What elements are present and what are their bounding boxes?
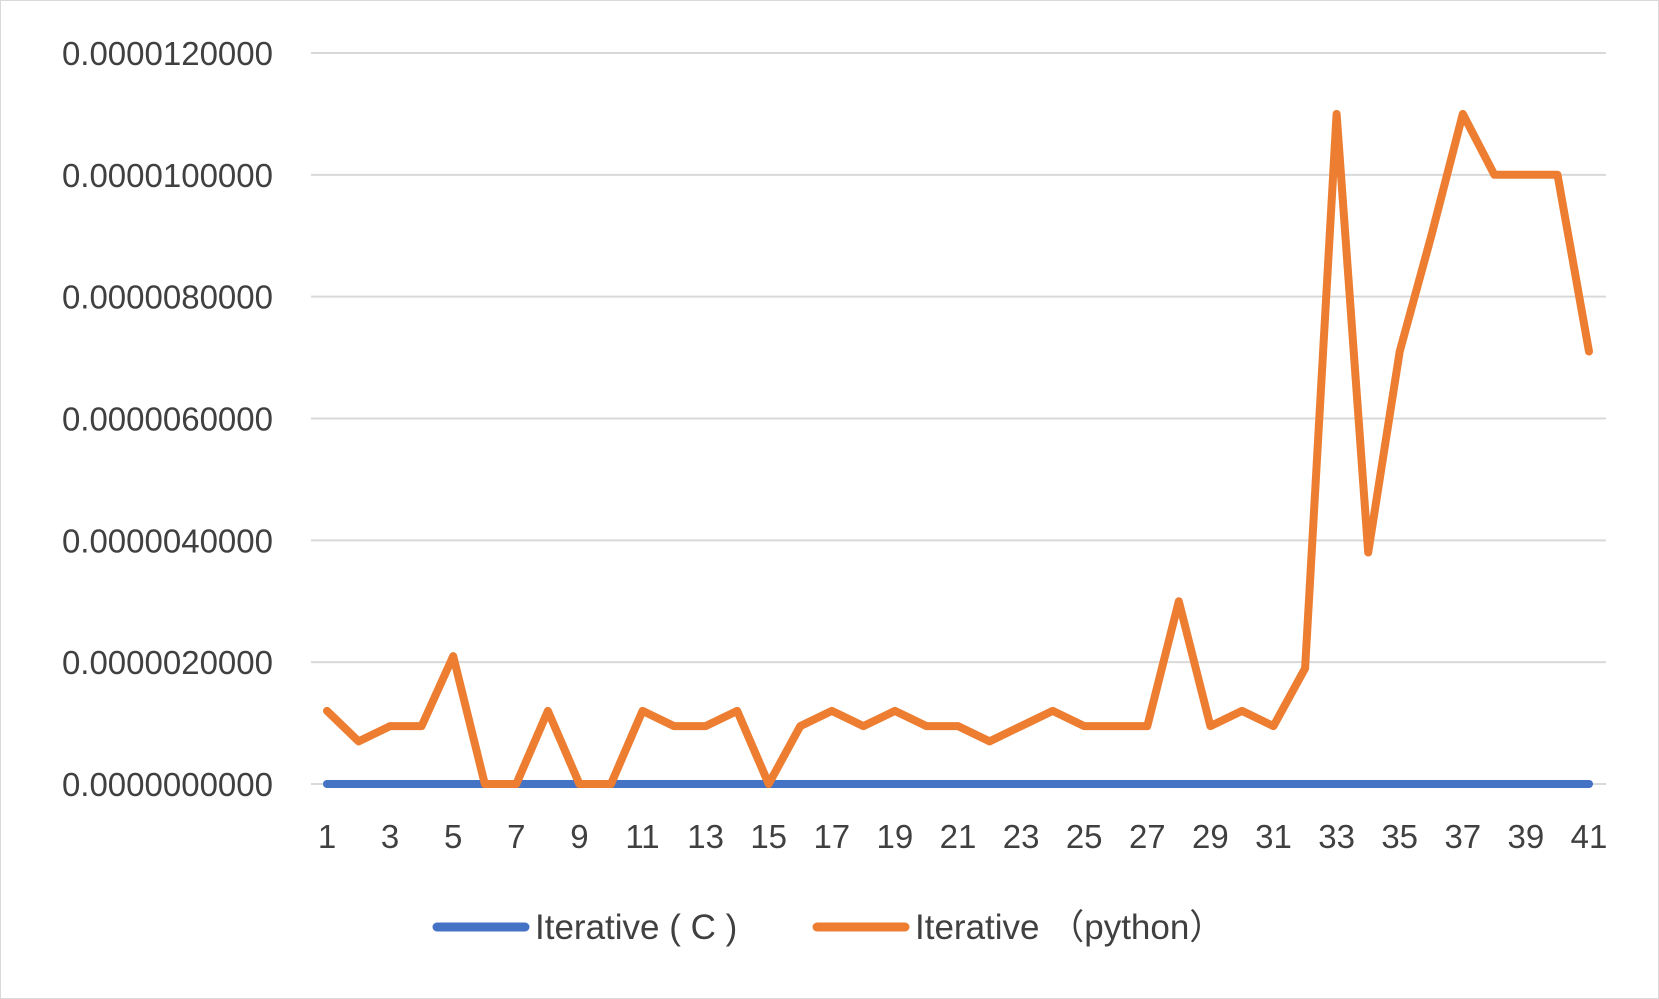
series-line-2 (323, 109, 1593, 788)
y-tick-label: 0.0000060000 (62, 401, 273, 438)
x-tick-label: 23 (1003, 818, 1040, 855)
y-tick-label: 0.0000020000 (62, 644, 273, 681)
x-tick-label: 29 (1192, 818, 1229, 855)
series-lines (323, 109, 1593, 788)
x-tick-label: 9 (570, 818, 588, 855)
x-tick-label: 31 (1255, 818, 1292, 855)
x-tick-label: 21 (940, 818, 977, 855)
x-tick-label: 7 (507, 818, 525, 855)
y-tick-label: 0.0000080000 (62, 279, 273, 316)
x-tick-label: 19 (877, 818, 914, 855)
x-tick-label: 41 (1571, 818, 1608, 855)
x-tick-label: 35 (1381, 818, 1418, 855)
x-tick-label: 25 (1066, 818, 1103, 855)
y-tick-label: 0.0000120000 (62, 35, 273, 72)
y-tick-label: 0.0000000000 (62, 766, 273, 803)
x-tick-label: 17 (813, 818, 850, 855)
y-axis-tick-labels: 0.0000000000 0.0000020000 0.0000040000 0.00… (62, 35, 273, 803)
legend-label-2: Iterative （python） (915, 908, 1224, 947)
x-tick-label: 39 (1508, 818, 1545, 855)
x-axis-tick-labels: 1 3 5 7 9 11 13 15 17 19 21 23 25 27 29 31 33 35 37 39 41 (318, 818, 1608, 855)
x-tick-label: 1 (318, 818, 336, 855)
x-tick-label: 15 (750, 818, 787, 855)
legend: Iterative ( C ) Iterative （python） (432, 908, 1224, 947)
x-tick-label: 33 (1318, 818, 1355, 855)
gridlines (311, 52, 1606, 785)
y-tick-label: 0.0000040000 (62, 522, 273, 559)
x-tick-label: 37 (1444, 818, 1481, 855)
x-tick-label: 27 (1129, 818, 1166, 855)
x-tick-label: 11 (625, 818, 659, 855)
y-tick-label: 0.0000100000 (62, 157, 273, 194)
x-tick-label: 5 (444, 818, 462, 855)
x-tick-label: 3 (381, 818, 399, 855)
x-tick-label: 13 (687, 818, 724, 855)
legend-label-1: Iterative ( C ) (535, 908, 737, 947)
